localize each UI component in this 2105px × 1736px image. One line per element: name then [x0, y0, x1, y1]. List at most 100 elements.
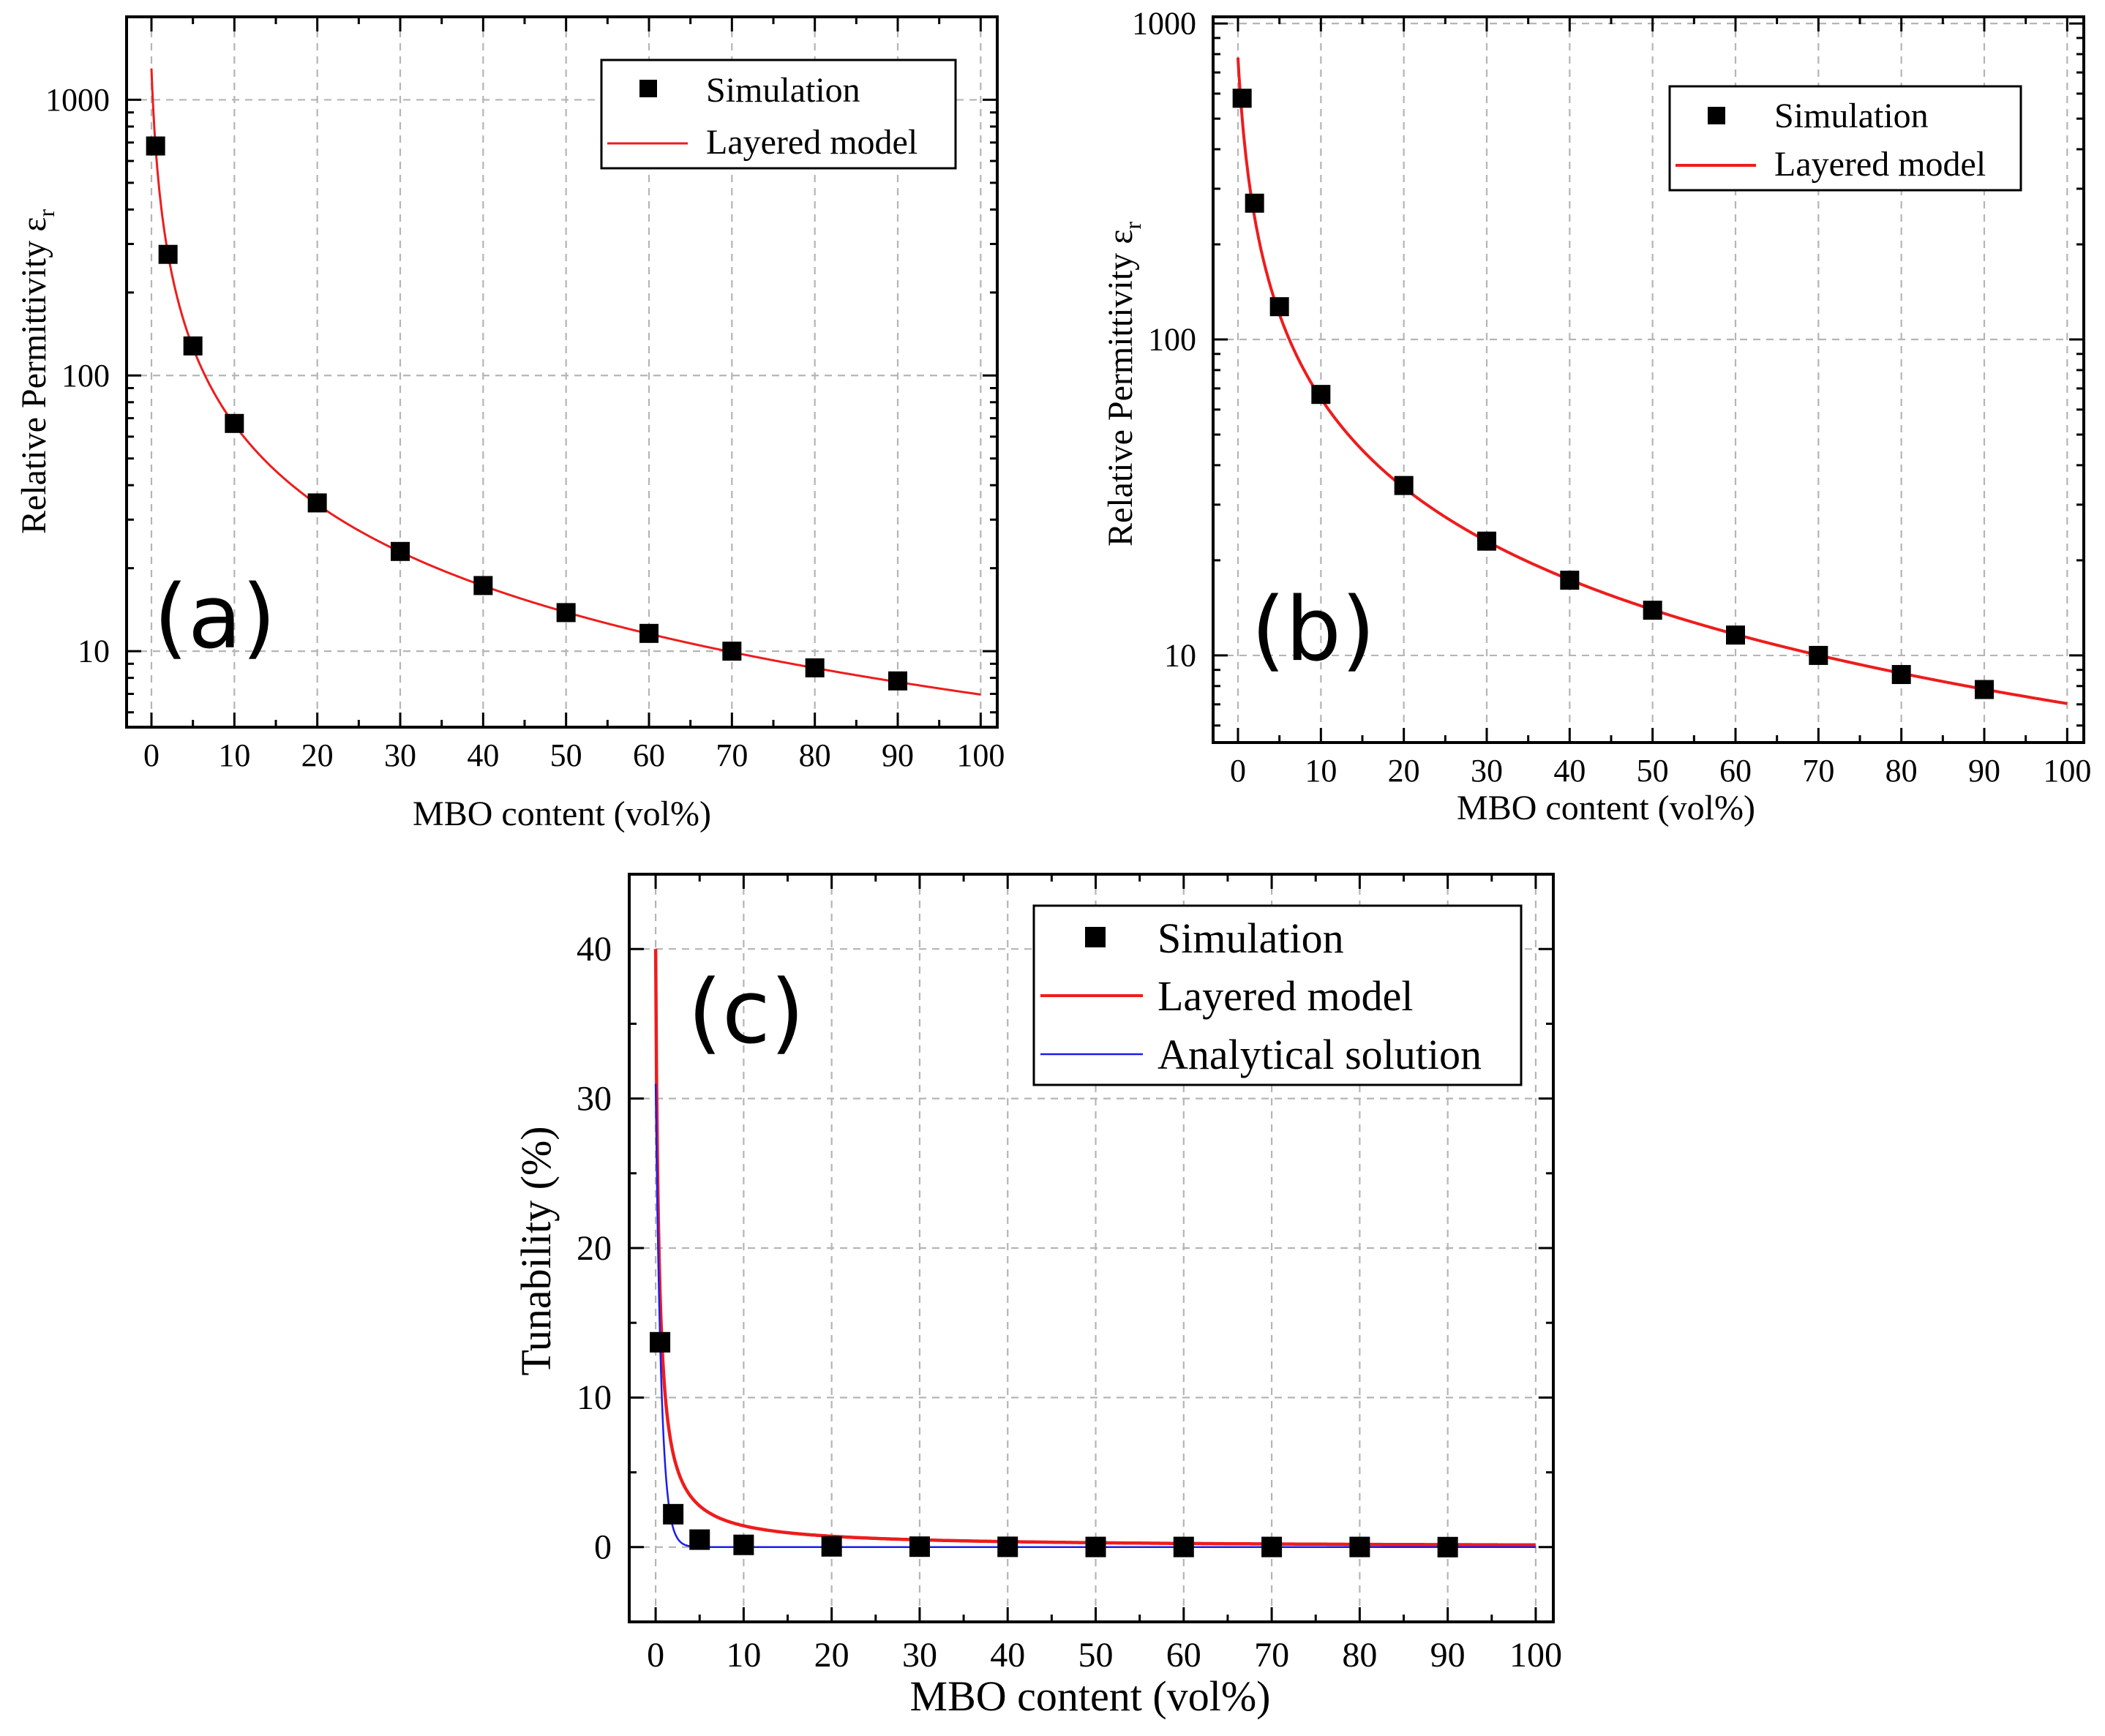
panel-b-ticks: 0 10 20 30 40 50 60 70 80 90 100 10 100 1000 [1132, 6, 2091, 789]
simulation-point [1891, 665, 1911, 685]
x-tick-label: 30 [902, 1636, 937, 1675]
panel-c-tunability-chart: 0 10 20 30 40 50 60 70 80 90 100 0 10 20 30 40 (c) MBO … [512, 873, 1562, 1720]
x-tick-label: 60 [1719, 753, 1752, 789]
x-tick-label: 60 [633, 737, 665, 773]
x-tick-label: 80 [1342, 1636, 1377, 1675]
panel-a-relative-permittivity-chart: 0 10 20 30 40 50 60 70 80 90 100 10 100 1000 (a) MBO … [15, 15, 1005, 833]
panel-b-legend-label-simulation: Simulation [1774, 97, 1929, 135]
simulation-point [1809, 645, 1828, 665]
simulation-point [1085, 1536, 1106, 1557]
simulation-point [689, 1529, 710, 1550]
simulation-point [1261, 1536, 1283, 1557]
panel-b-legend-label-layered: Layered model [1774, 145, 1986, 184]
panel-c-y-axis-title: Tunability (%) [512, 1126, 560, 1375]
x-tick-label: 90 [1968, 753, 2000, 789]
simulation-point [639, 623, 658, 643]
panel-b-legend: Simulation Layered model [1668, 85, 2022, 192]
simulation-point [997, 1536, 1018, 1557]
x-tick-label: 90 [882, 737, 914, 773]
panel-a-legend-marker-simulation [639, 80, 657, 97]
x-tick-label: 70 [716, 737, 748, 773]
y-tick-label: 10 [577, 1378, 612, 1417]
y-tick-label: 100 [61, 358, 110, 394]
simulation-point [821, 1536, 842, 1557]
panel-c-legend-label-layered: Layered model [1157, 972, 1413, 1020]
y-tick-label: 1000 [45, 82, 110, 118]
simulation-point [1173, 1536, 1194, 1557]
x-tick-label: 80 [1886, 753, 1918, 789]
panel-a-label: (a) [154, 567, 276, 669]
panel-a-legend-label-layered: Layered model [706, 123, 918, 162]
y-tick-label: 10 [1164, 637, 1196, 673]
x-tick-label: 0 [647, 1636, 664, 1675]
x-tick-label: 10 [218, 737, 250, 773]
y-tick-label: 40 [577, 930, 612, 969]
panel-a-y-axis-title-sub: r [33, 209, 59, 217]
panel-a-plot-frame [125, 15, 999, 729]
simulation-point [663, 1503, 684, 1525]
panel-b-legend-marker-simulation [1708, 107, 1725, 124]
simulation-point [722, 642, 742, 661]
panel-a-x-axis-title: MBO content (vol%) [413, 794, 711, 833]
y-tick-label: 1000 [1132, 6, 1196, 42]
panel-b-y-axis-title-sub: r [1119, 222, 1146, 230]
x-tick-label: 40 [990, 1636, 1025, 1675]
panel-b-x-axis-title: MBO content (vol%) [1457, 789, 1755, 827]
simulation-point [225, 413, 244, 433]
simulation-point [1311, 385, 1331, 405]
simulation-point [1726, 625, 1745, 645]
simulation-point [733, 1534, 754, 1555]
panel-c-legend-label-analytical: Analytical solution [1157, 1031, 1482, 1078]
x-tick-label: 10 [726, 1636, 761, 1675]
simulation-point [391, 541, 410, 561]
simulation-point [473, 576, 493, 595]
simulation-point [1394, 476, 1414, 495]
y-tick-label: 20 [577, 1229, 612, 1268]
x-tick-label: 20 [301, 737, 334, 773]
panel-c-label: (c) [688, 962, 805, 1064]
x-tick-label: 10 [1305, 753, 1337, 789]
simulation-point [556, 603, 576, 623]
x-tick-label: 20 [814, 1636, 849, 1675]
x-tick-label: 50 [550, 737, 582, 773]
x-tick-label: 100 [2043, 753, 2091, 789]
y-tick-label: 0 [594, 1528, 612, 1567]
panel-b-y-axis-title: Relative Permittivity εr [1101, 222, 1146, 546]
panel-b-simulation-markers [1232, 89, 1994, 699]
simulation-point [909, 1536, 930, 1557]
simulation-point [1245, 193, 1264, 213]
simulation-point [1349, 1536, 1370, 1557]
simulation-point [158, 244, 178, 264]
simulation-point [805, 658, 825, 677]
x-tick-label: 100 [1509, 1636, 1562, 1675]
x-tick-label: 40 [467, 737, 499, 773]
panel-a-y-axis-title: Relative Permittivity εr [15, 209, 59, 534]
y-tick-label: 100 [1148, 322, 1196, 358]
panel-a-y-axis-title-main: Relative Permittivity ε [15, 217, 53, 534]
panel-b-label: (b) [1251, 579, 1376, 681]
x-tick-label: 0 [143, 737, 160, 773]
x-tick-label: 50 [1078, 1636, 1114, 1675]
simulation-point [307, 493, 327, 513]
x-tick-label: 0 [1230, 753, 1246, 789]
x-tick-label: 60 [1166, 1636, 1201, 1675]
simulation-point [183, 336, 203, 356]
panel-a-legend-box [600, 59, 957, 170]
panel-c-ticks: 0 10 20 30 40 50 60 70 80 90 100 0 10 20 30 40 [577, 874, 1562, 1675]
simulation-point [1560, 571, 1580, 590]
x-tick-label: 40 [1553, 753, 1586, 789]
x-tick-label: 90 [1430, 1636, 1466, 1675]
x-tick-label: 100 [956, 737, 1005, 773]
panel-a-legend: Simulation Layered model [600, 59, 957, 170]
panel-b-y-axis-title-main: Relative Permittivity ε [1101, 230, 1140, 546]
x-tick-label: 50 [1637, 753, 1669, 789]
panel-a-legend-label-simulation: Simulation [706, 71, 860, 110]
y-tick-label: 10 [78, 634, 110, 669]
simulation-point [1437, 1536, 1458, 1557]
x-tick-label: 30 [384, 737, 416, 773]
simulation-point [1232, 89, 1252, 108]
simulation-point [1269, 297, 1289, 317]
panel-b-plot-frame [1212, 15, 2085, 744]
panel-c-simulation-markers [650, 1331, 1458, 1557]
